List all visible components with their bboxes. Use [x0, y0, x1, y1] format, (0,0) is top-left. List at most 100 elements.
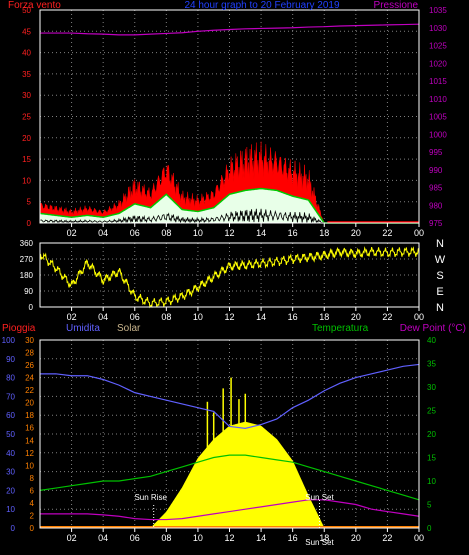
x-tick-label: 06: [130, 228, 140, 238]
x-tick-label: 16: [288, 533, 298, 543]
frame-layer: [39, 9, 420, 532]
y-tick-label: 1010: [429, 95, 447, 104]
y-tick-label: 4: [30, 499, 35, 508]
y-tick-label: 100: [2, 336, 16, 345]
x-tick-label: 10: [193, 533, 203, 543]
x-tick-label: 00: [414, 533, 424, 543]
x-tick-label: 22: [382, 312, 392, 322]
sun-set-axis-label: Sun Set: [305, 538, 334, 547]
x-tick-label: 08: [161, 533, 171, 543]
humidity-axis-title: Umidita: [66, 323, 100, 334]
sun-rise-label: Sun Rise: [134, 493, 167, 502]
x-tick-label: 10: [193, 228, 203, 238]
x-tick-label: 08: [161, 312, 171, 322]
compass-label: E: [436, 286, 443, 298]
y-tick-label: 1025: [429, 42, 447, 51]
y-tick-label: 10: [6, 505, 15, 514]
text-layer: 0510152025303540455097598098599099510001…: [2, 0, 466, 547]
y-tick-label: 30: [22, 91, 31, 100]
temperature-axis-title: Temperatura: [312, 323, 369, 334]
y-tick-label: 24: [25, 374, 34, 383]
x-tick-label: 22: [382, 228, 392, 238]
y-tick-label: 12: [25, 449, 34, 458]
x-tick-label: 20: [351, 312, 361, 322]
y-tick-label: 26: [25, 361, 34, 370]
y-tick-label: 2: [30, 511, 35, 520]
y-tick-label: 40: [6, 449, 15, 458]
y-tick-label: 40: [22, 49, 31, 58]
y-tick-label: 975: [429, 219, 443, 228]
x-tick-label: 12: [224, 228, 234, 238]
wind-axis-title: Forza vento: [8, 0, 61, 11]
x-tick-label: 20: [351, 228, 361, 238]
y-tick-label: 80: [6, 374, 15, 383]
y-tick-label: 40: [427, 336, 436, 345]
y-tick-label: 1000: [429, 130, 447, 139]
y-tick-label: 45: [22, 27, 31, 36]
x-tick-label: 10: [193, 312, 203, 322]
wind-speed-area: [40, 188, 419, 223]
x-tick-label: 02: [67, 228, 77, 238]
x-tick-label: 04: [98, 533, 108, 543]
x-tick-label: 12: [224, 533, 234, 543]
y-tick-label: 1020: [429, 59, 447, 68]
x-tick-label: 16: [288, 312, 298, 322]
y-tick-label: 20: [25, 399, 34, 408]
y-tick-label: 90: [24, 287, 33, 296]
y-tick-label: 10: [427, 477, 436, 486]
y-tick-label: 20: [427, 430, 436, 439]
y-tick-label: 0: [27, 219, 32, 228]
series-layer: [39, 23, 420, 529]
x-tick-label: 00: [414, 228, 424, 238]
y-tick-label: 60: [6, 411, 15, 420]
x-tick-label: 02: [67, 533, 77, 543]
y-tick-label: 35: [22, 70, 31, 79]
y-tick-label: 180: [20, 271, 34, 280]
y-tick-label: 22: [25, 386, 34, 395]
rain-axis-title: Pioggia: [2, 323, 36, 334]
x-tick-label: 06: [130, 312, 140, 322]
compass-label: N: [436, 302, 444, 314]
compass-label: W: [435, 254, 446, 266]
y-tick-label: 0: [30, 524, 35, 533]
x-tick-label: 14: [256, 533, 266, 543]
dew-point-line: [40, 499, 420, 521]
pressure-line: [40, 23, 420, 36]
y-tick-label: 0: [29, 303, 34, 312]
y-tick-label: 6: [30, 486, 35, 495]
y-tick-label: 15: [22, 155, 31, 164]
y-tick-label: 50: [22, 6, 31, 15]
compass-label: N: [436, 238, 444, 250]
x-tick-label: 04: [98, 228, 108, 238]
solar-axis-title: Solar: [117, 323, 141, 334]
y-tick-label: 30: [427, 383, 436, 392]
y-tick-label: 995: [429, 148, 443, 157]
y-tick-label: 270: [20, 255, 34, 264]
y-tick-label: 990: [429, 166, 443, 175]
humidity-line: [40, 363, 420, 429]
y-tick-label: 20: [22, 134, 31, 143]
y-tick-label: 30: [25, 336, 34, 345]
x-tick-label: 16: [288, 228, 298, 238]
y-tick-label: 25: [22, 113, 31, 122]
y-tick-label: 15: [427, 454, 436, 463]
x-tick-label: 12: [224, 312, 234, 322]
x-tick-label: 04: [98, 312, 108, 322]
y-tick-label: 1015: [429, 77, 447, 86]
y-tick-label: 30: [6, 468, 15, 477]
x-tick-label: 18: [319, 533, 329, 543]
temperature-line: [39, 454, 420, 501]
x-tick-label: 14: [256, 312, 266, 322]
y-tick-label: 0: [427, 524, 432, 533]
y-tick-label: 90: [6, 355, 15, 364]
y-tick-label: 18: [25, 411, 34, 420]
y-tick-label: 5: [427, 501, 432, 510]
y-tick-label: 985: [429, 184, 443, 193]
dew-axis-title: Dew Point (°C): [400, 323, 466, 334]
x-tick-label: 18: [319, 228, 329, 238]
y-tick-label: 70: [6, 392, 15, 401]
x-tick-label: 20: [351, 533, 361, 543]
x-tick-label: 06: [130, 533, 140, 543]
y-tick-label: 35: [427, 360, 436, 369]
